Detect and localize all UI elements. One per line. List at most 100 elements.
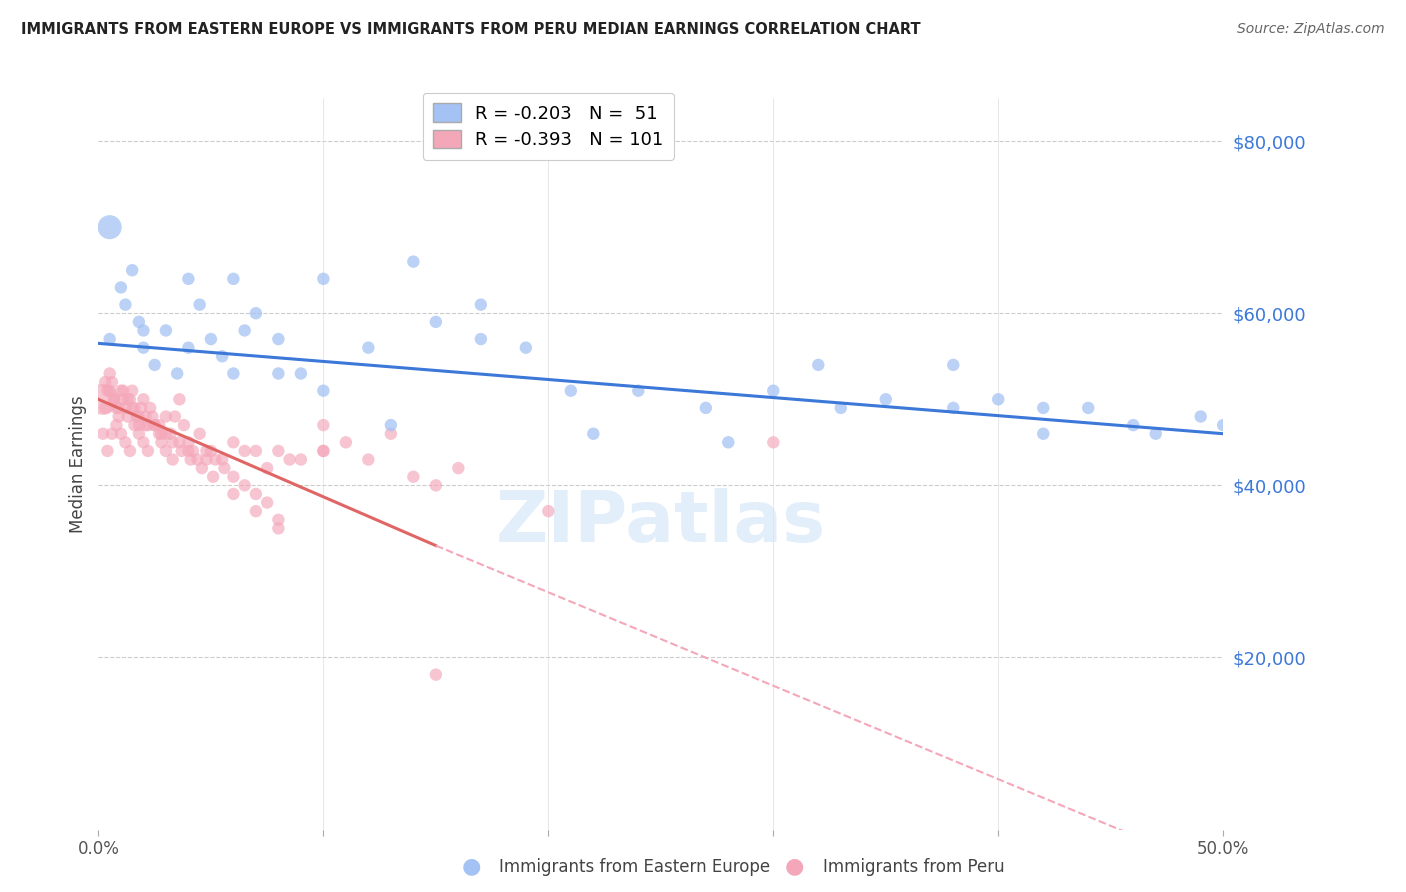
Point: [132, 435, 155, 450]
Point: [222, 367, 245, 381]
Text: Source: ZipAtlas.com: Source: ZipAtlas.com: [1237, 22, 1385, 37]
Point: [112, 384, 135, 398]
Point: [170, 444, 193, 458]
Point: [267, 444, 290, 458]
Point: [177, 272, 200, 286]
Point: [125, 409, 148, 424]
Point: [470, 298, 492, 312]
Point: [150, 435, 173, 450]
Point: [110, 384, 132, 398]
Point: [114, 435, 136, 450]
Point: [177, 341, 200, 355]
Point: [470, 332, 492, 346]
Point: [169, 435, 191, 450]
Point: [1144, 426, 1167, 441]
Point: [139, 401, 162, 415]
Point: [110, 426, 132, 441]
Point: [202, 469, 225, 483]
Text: Immigrants from Peru: Immigrants from Peru: [823, 858, 1004, 876]
Point: [200, 332, 222, 346]
Point: [312, 444, 335, 458]
Point: [103, 392, 125, 407]
Point: [1189, 409, 1212, 424]
Point: [233, 444, 256, 458]
Point: [112, 392, 135, 407]
Point: [537, 504, 560, 518]
Point: [136, 444, 159, 458]
Point: [155, 444, 177, 458]
Point: [245, 487, 267, 501]
Point: [211, 349, 233, 363]
Point: [1032, 426, 1054, 441]
Point: [233, 323, 256, 337]
Point: [245, 444, 267, 458]
Point: [1212, 418, 1234, 433]
Point: [105, 401, 128, 415]
Point: [290, 452, 312, 467]
Point: [148, 426, 170, 441]
Point: [173, 418, 195, 433]
Point: [181, 444, 204, 458]
Point: [121, 263, 143, 277]
Point: [155, 426, 177, 441]
Point: [582, 426, 605, 441]
Point: [163, 409, 186, 424]
Point: [169, 392, 191, 407]
Point: [107, 409, 129, 424]
Point: [245, 306, 267, 320]
Point: [357, 341, 380, 355]
Legend: R = -0.203   N =  51, R = -0.393   N = 101: R = -0.203 N = 51, R = -0.393 N = 101: [423, 93, 673, 160]
Point: [211, 452, 233, 467]
Point: [94, 375, 117, 389]
Point: [124, 401, 146, 415]
Point: [132, 341, 155, 355]
Point: [222, 435, 245, 450]
Point: [695, 401, 717, 415]
Point: [135, 418, 157, 433]
Point: [278, 452, 301, 467]
Point: [114, 298, 136, 312]
Point: [942, 358, 965, 372]
Point: [191, 461, 214, 475]
Point: [101, 426, 124, 441]
Point: [96, 384, 118, 398]
Point: [256, 495, 278, 509]
Point: [627, 384, 650, 398]
Point: [762, 435, 785, 450]
Point: [312, 272, 335, 286]
Text: Immigrants from Eastern Europe: Immigrants from Eastern Europe: [499, 858, 770, 876]
Point: [141, 409, 163, 424]
Point: [121, 384, 143, 398]
Point: [380, 426, 402, 441]
Point: [166, 367, 188, 381]
Point: [94, 401, 117, 415]
Point: [128, 409, 150, 424]
Y-axis label: Median Earnings: Median Earnings: [69, 395, 87, 533]
Point: [148, 418, 170, 433]
Point: [132, 323, 155, 337]
Point: [143, 358, 166, 372]
Point: [195, 444, 218, 458]
Point: [98, 384, 121, 398]
Point: [91, 426, 114, 441]
Point: [135, 409, 157, 424]
Point: [118, 392, 141, 407]
Point: [186, 452, 208, 467]
Point: [124, 418, 146, 433]
Point: [200, 444, 222, 458]
Point: [177, 444, 200, 458]
Point: [204, 452, 226, 467]
Point: [447, 461, 470, 475]
Point: [1122, 418, 1144, 433]
Point: [987, 392, 1010, 407]
Point: [357, 452, 380, 467]
Point: [114, 401, 136, 415]
Point: [312, 384, 335, 398]
Point: [110, 280, 132, 294]
Point: [245, 504, 267, 518]
Point: [222, 487, 245, 501]
Point: [98, 332, 121, 346]
Point: [807, 358, 830, 372]
Point: [312, 418, 335, 433]
Point: [159, 426, 181, 441]
